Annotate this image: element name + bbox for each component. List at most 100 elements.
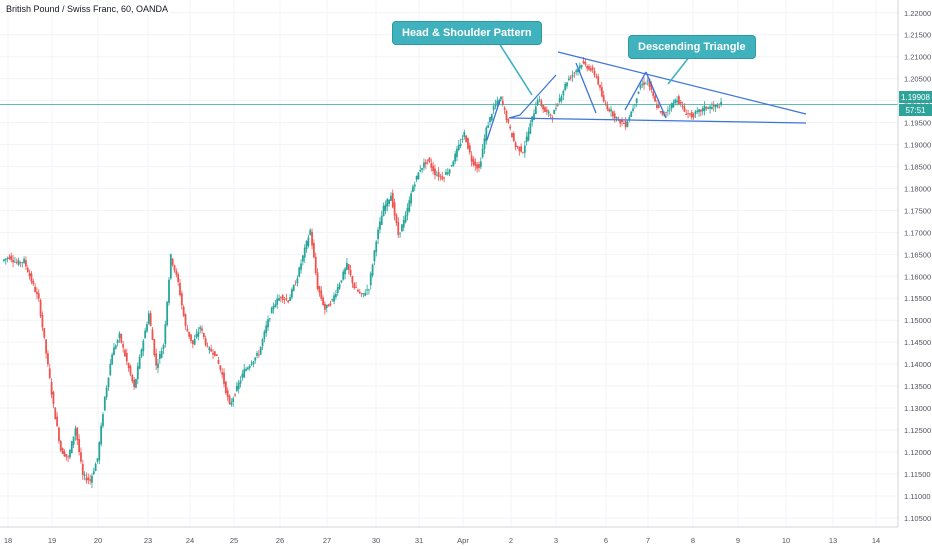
candle-body — [6, 258, 9, 259]
hs-rise[interactable] — [486, 99, 501, 141]
candle-body — [217, 360, 220, 364]
candle-body — [120, 333, 123, 343]
candle-body — [692, 113, 695, 118]
candle-body — [256, 352, 258, 356]
candle-body — [265, 325, 268, 333]
candle-body — [520, 146, 523, 152]
candle-body — [21, 262, 24, 264]
candle-body — [595, 76, 598, 78]
price-tick-label: 1.19000 — [904, 141, 931, 150]
candle-body — [287, 300, 290, 303]
candle-body — [683, 106, 686, 112]
candle-body — [8, 256, 11, 259]
candle-body — [555, 108, 557, 110]
time-tick-label: 14 — [872, 536, 880, 545]
candle-body — [564, 84, 567, 91]
dt-callout-pointer[interactable] — [667, 55, 691, 85]
candle-body — [78, 439, 81, 452]
candle-body — [50, 381, 53, 395]
candle-body — [327, 304, 330, 307]
breakout-line-c[interactable] — [645, 71, 667, 119]
candle-body — [80, 452, 82, 462]
candle-body — [489, 116, 491, 123]
candle-body — [703, 106, 706, 112]
candle-body — [534, 106, 537, 115]
candle-body — [169, 254, 172, 279]
candle-body — [562, 90, 565, 96]
candle-body — [43, 328, 46, 338]
candle-body — [434, 168, 436, 176]
candle-body — [179, 283, 181, 296]
price-tick-label: 1.22000 — [904, 9, 931, 18]
candle-body — [158, 354, 161, 359]
candle-body — [479, 161, 482, 168]
triangle-lower[interactable] — [509, 117, 807, 124]
candle-body — [322, 297, 324, 306]
candle-body — [709, 106, 711, 109]
price-tick-label: 1.21000 — [904, 53, 931, 62]
candle-body — [518, 146, 521, 152]
candle-body — [358, 291, 361, 294]
candle-body — [91, 475, 93, 483]
candle-body — [103, 396, 106, 411]
candle-body — [558, 98, 561, 102]
candle-body — [468, 145, 471, 153]
candle-body — [248, 365, 251, 369]
candle-body — [111, 354, 114, 365]
candle-body — [578, 65, 581, 69]
candle-body — [94, 463, 97, 472]
candle-body — [182, 306, 185, 316]
candle-body — [690, 112, 693, 118]
candle-body — [399, 232, 402, 234]
candle-body — [375, 241, 378, 252]
candle-body — [213, 351, 216, 356]
candle-body — [278, 298, 280, 301]
hs-callout-pointer[interactable] — [496, 39, 533, 96]
candle-body — [698, 109, 700, 113]
triangle-upper[interactable] — [557, 51, 807, 115]
time-tick-label: 7 — [646, 536, 650, 545]
candle-body — [459, 143, 462, 146]
breakout-line-b[interactable] — [624, 71, 647, 111]
price-tick-label: 1.14500 — [904, 338, 931, 347]
price-tick-label: 1.20500 — [904, 75, 931, 84]
candle-body — [379, 221, 381, 230]
candle-body — [657, 105, 660, 108]
descending-triangle-callout[interactable]: Descending Triangle — [628, 35, 756, 59]
breakout-line-a[interactable] — [575, 62, 597, 114]
candle-body — [505, 111, 508, 121]
candle-body — [567, 78, 570, 80]
hs-left-rise[interactable] — [519, 74, 557, 116]
candle-body — [347, 264, 350, 270]
candle-body — [171, 258, 174, 265]
candle-body — [45, 339, 48, 354]
candle-body — [135, 378, 137, 388]
candle-body — [56, 416, 59, 427]
candle-body — [681, 105, 684, 107]
head-shoulder-callout[interactable]: Head & Shoulder Pattern — [392, 21, 542, 45]
candle-body — [235, 385, 238, 391]
candle-body — [23, 258, 25, 263]
candle-body — [512, 133, 515, 142]
candle-body — [85, 477, 88, 481]
candles — [3, 57, 722, 489]
candle-body — [533, 113, 535, 120]
candle-body — [720, 101, 722, 105]
candle-body — [177, 274, 180, 282]
candle-body — [679, 101, 682, 104]
candle-body — [547, 111, 550, 114]
candle-body — [494, 104, 497, 107]
candle-body — [357, 289, 359, 292]
price-tick-label: 1.15500 — [904, 294, 931, 303]
candle-body — [184, 314, 187, 326]
candle-body — [432, 165, 435, 172]
candle-body — [714, 105, 717, 108]
candle-body — [630, 111, 633, 117]
candle-body — [600, 87, 603, 97]
candle-body — [223, 372, 225, 384]
candle-body — [355, 287, 357, 288]
candle-body — [131, 374, 134, 382]
candle-body — [124, 349, 126, 357]
